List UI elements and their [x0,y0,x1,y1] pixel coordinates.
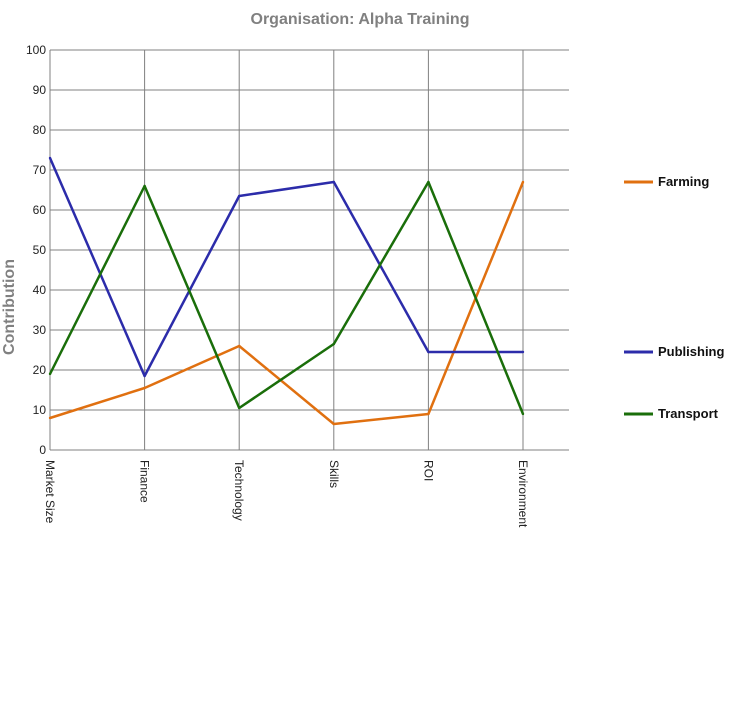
legend: Farming Publishing Transport [624,174,725,421]
data-point [238,344,241,348]
y-tick-label: 60 [33,203,47,217]
legend-label: Transport [658,406,719,421]
x-tick-label: Skills [327,460,341,488]
y-tick-label: 30 [33,323,47,337]
y-tick-label: 0 [39,443,46,457]
data-point [48,372,52,376]
data-point [427,180,430,184]
data-point [427,412,430,416]
data-point [238,406,241,410]
data-point [332,342,335,346]
data-point [48,156,52,160]
y-axis-ticks: 0 10 20 30 40 50 60 70 80 90 100 [26,43,46,457]
data-point [238,194,241,198]
legend-label: Farming [658,174,709,189]
x-tick-label: Finance [138,460,152,503]
grid [49,49,569,451]
y-tick-label: 70 [33,163,47,177]
y-tick-label: 80 [33,123,47,137]
x-axis-ticks: Market Size Finance Technology Skills ROI Env… [43,460,530,528]
series-line-farming [49,181,525,426]
data-point [521,180,525,184]
x-tick-label: ROI [421,460,435,481]
chart-title: Organisation: Alpha Training [251,11,470,28]
y-axis-label: Contribution [1,259,18,355]
y-tick-label: 50 [33,243,47,257]
series-lines [48,156,525,426]
data-point [521,412,525,416]
y-tick-label: 20 [33,363,47,377]
x-tick-label: Technology [232,460,246,521]
y-tick-label: 90 [33,83,47,97]
y-tick-label: 10 [33,403,47,417]
y-tick-label: 100 [26,43,46,57]
data-point [143,374,146,378]
data-point [332,180,335,184]
data-point [143,184,146,188]
data-point [427,350,430,354]
y-tick-label: 40 [33,283,47,297]
data-point [521,350,525,354]
data-point [48,416,52,420]
legend-label: Publishing [658,344,725,359]
x-tick-label: Market Size [43,460,57,524]
data-point [332,422,335,426]
data-point [143,386,146,390]
series-line-transport [48,180,525,415]
x-tick-label: Environment [516,460,530,528]
series-line-publishing [48,157,523,378]
